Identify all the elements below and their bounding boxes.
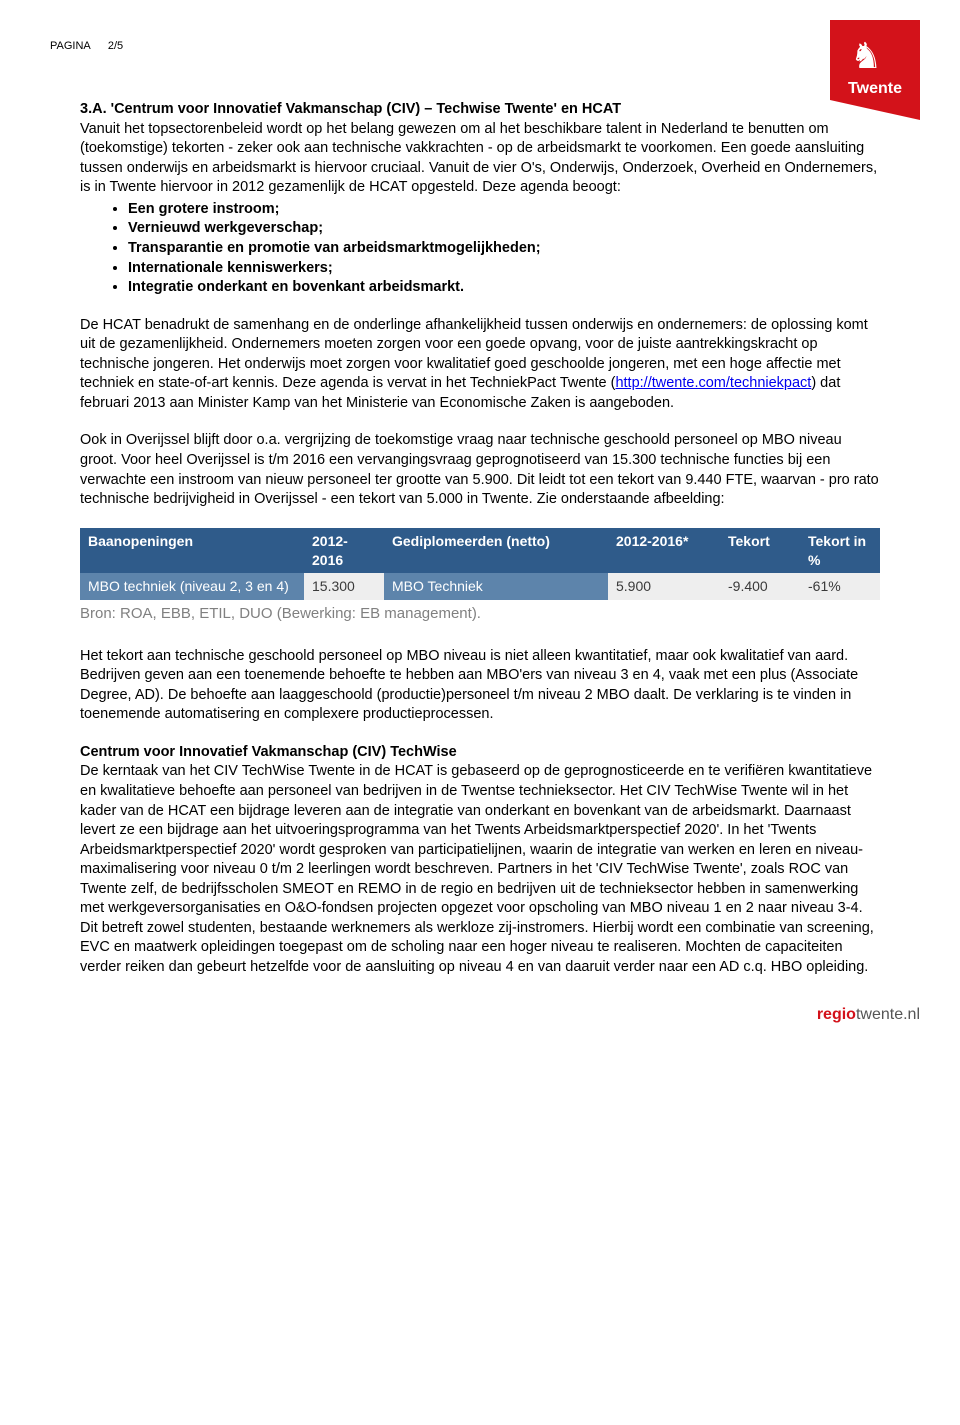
paragraph-1: Vanuit het topsectorenbeleid wordt op he… xyxy=(80,121,877,196)
data-table: Baanopeningen 2012-2016 Gediplomeerden (… xyxy=(80,528,880,601)
logo-background: ♞ Twente xyxy=(830,20,920,120)
col-period-2: 2012-2016* xyxy=(608,528,720,574)
col-period-1: 2012-2016 xyxy=(304,528,384,574)
paragraph-2: De HCAT benadrukt de samenhang en de ond… xyxy=(80,316,880,414)
logo-text: Twente xyxy=(836,80,914,98)
section-3a-heading: 3.A. 'Centrum voor Innovatief Vakmanscha… xyxy=(80,101,621,117)
bullet-item: Een grotere instroom; xyxy=(128,200,880,220)
col-baanopeningen: Baanopeningen xyxy=(80,528,304,574)
paragraph-3: Ook in Overijssel blijft door o.a. vergr… xyxy=(80,431,880,509)
brand-logo: ♞ Twente xyxy=(830,20,920,120)
page-number: 2/5 xyxy=(108,40,123,52)
horse-icon: ♞ xyxy=(850,38,882,74)
section-3a: 3.A. 'Centrum voor Innovatief Vakmanscha… xyxy=(80,100,880,198)
footer-twente: twente.nl xyxy=(856,1006,920,1023)
page-header: PAGINA 2/5 xyxy=(50,40,880,52)
cell-graduates: 5.900 xyxy=(608,573,720,600)
table-header-row: Baanopeningen 2012-2016 Gediplomeerden (… xyxy=(80,528,880,574)
document-body: 3.A. 'Centrum voor Innovatief Vakmanscha… xyxy=(80,100,880,978)
table-source-caption: Bron: ROA, EBB, ETIL, DUO (Bewerking: EB… xyxy=(80,604,880,624)
paragraph-5: Centrum voor Innovatief Vakmanschap (CIV… xyxy=(80,743,880,978)
cell-shortage-pct: -61% xyxy=(800,573,880,600)
agenda-bullet-list: Een grotere instroom; Vernieuwd werkgeve… xyxy=(80,200,880,298)
table-row: MBO techniek (niveau 2, 3 en 4) 15.300 M… xyxy=(80,573,880,600)
cell-job-type: MBO techniek (niveau 2, 3 en 4) xyxy=(80,573,304,600)
footer-regio: regio xyxy=(817,1006,856,1023)
bullet-item: Transparantie en promotie van arbeidsmar… xyxy=(128,239,880,259)
bullet-item: Internationale kenniswerkers; xyxy=(128,259,880,279)
col-gediplomeerden: Gediplomeerden (netto) xyxy=(384,528,608,574)
pagina-label: PAGINA xyxy=(50,40,91,52)
col-tekort-pct: Tekort in % xyxy=(800,528,880,574)
techniekpact-link[interactable]: http://twente.com/techniekpact xyxy=(615,375,811,391)
bullet-item: Integratie onderkant en bovenkant arbeid… xyxy=(128,278,880,298)
logo-cut-shape xyxy=(830,100,920,120)
paragraph-5-body: De kerntaak van het CIV TechWise Twente … xyxy=(80,763,874,975)
shortage-table: Baanopeningen 2012-2016 Gediplomeerden (… xyxy=(80,528,880,601)
footer-brand: regiotwente.nl xyxy=(817,1006,920,1024)
bullet-item: Vernieuwd werkgeverschap; xyxy=(128,219,880,239)
cell-shortage: -9.400 xyxy=(720,573,800,600)
paragraph-4: Het tekort aan technische geschoold pers… xyxy=(80,647,880,725)
col-tekort: Tekort xyxy=(720,528,800,574)
cell-openings: 15.300 xyxy=(304,573,384,600)
civ-techwise-heading: Centrum voor Innovatief Vakmanschap (CIV… xyxy=(80,744,457,760)
page-container: ♞ Twente PAGINA 2/5 3.A. 'Centrum voor I… xyxy=(0,0,960,1036)
cell-graduate-type: MBO Techniek xyxy=(384,573,608,600)
